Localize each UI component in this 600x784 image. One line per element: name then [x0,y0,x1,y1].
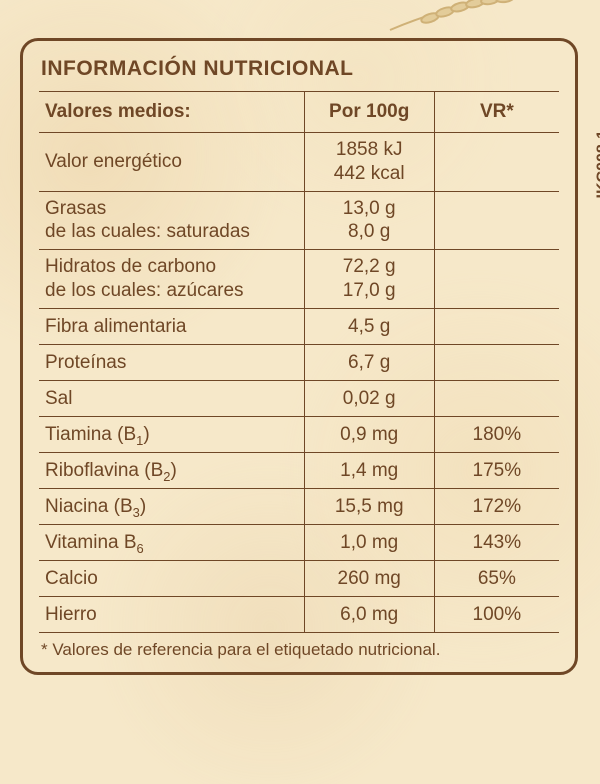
row-per100: 4,5 g [304,308,434,344]
row-per100: 6,7 g [304,344,434,380]
row-label: Riboflavina (B2) [39,452,304,488]
row-label: Hierro [39,596,304,632]
table-header-row: Valores medios: Por 100g VR* [39,92,559,133]
row-vr: 172% [434,488,559,524]
nutrition-table: Valores medios: Por 100g VR* Valor energ… [39,91,559,632]
row-per100: 72,2 g17,0 g [304,250,434,309]
table-row: Fibra alimentaria4,5 g [39,308,559,344]
row-label: Sal [39,380,304,416]
panel-title: INFORMACIÓN NUTRICIONAL [41,57,559,81]
row-per100: 13,0 g8,0 g [304,191,434,250]
row-vr: 180% [434,416,559,452]
row-per100: 0,02 g [304,380,434,416]
row-label: Grasasde las cuales: saturadas [39,191,304,250]
table-row: Tiamina (B1)0,9 mg180% [39,416,559,452]
row-per100: 1,4 mg [304,452,434,488]
row-vr [434,191,559,250]
row-label: Tiamina (B1) [39,416,304,452]
header-col-1: Valores medios: [39,92,304,133]
row-per100: 15,5 mg [304,488,434,524]
table-row: Riboflavina (B2)1,4 mg175% [39,452,559,488]
row-per100: 1858 kJ442 kcal [304,133,434,192]
row-vr: 175% [434,452,559,488]
row-label: Valor energético [39,133,304,192]
row-label: Vitamina B6 [39,524,304,560]
nutrition-panel: INFORMACIÓN NUTRICIONAL Valores medios: … [20,38,578,675]
row-per100: 6,0 mg [304,596,434,632]
product-code: IKC008-1 [594,130,600,198]
table-row: Valor energético1858 kJ442 kcal [39,133,559,192]
table-row: Grasasde las cuales: saturadas13,0 g8,0 … [39,191,559,250]
row-vr [434,133,559,192]
header-col-2: Por 100g [304,92,434,133]
table-row: Hierro6,0 mg100% [39,596,559,632]
row-label: Proteínas [39,344,304,380]
table-row: Vitamina B61,0 mg143% [39,524,559,560]
row-vr [434,344,559,380]
row-per100: 1,0 mg [304,524,434,560]
row-per100: 260 mg [304,560,434,596]
table-row: Calcio260 mg65% [39,560,559,596]
row-label: Hidratos de carbonode los cuales: azúcar… [39,250,304,309]
table-row: Sal0,02 g [39,380,559,416]
row-label: Calcio [39,560,304,596]
row-vr [434,250,559,309]
row-label: Fibra alimentaria [39,308,304,344]
row-vr: 143% [434,524,559,560]
row-vr [434,308,559,344]
table-row: Niacina (B3)15,5 mg172% [39,488,559,524]
table-row: Hidratos de carbonode los cuales: azúcar… [39,250,559,309]
row-per100: 0,9 mg [304,416,434,452]
row-vr: 100% [434,596,559,632]
row-vr: 65% [434,560,559,596]
header-col-3: VR* [434,92,559,133]
row-vr [434,380,559,416]
row-label: Niacina (B3) [39,488,304,524]
table-row: Proteínas6,7 g [39,344,559,380]
footnote: * Valores de referencia para el etiqueta… [39,632,559,664]
